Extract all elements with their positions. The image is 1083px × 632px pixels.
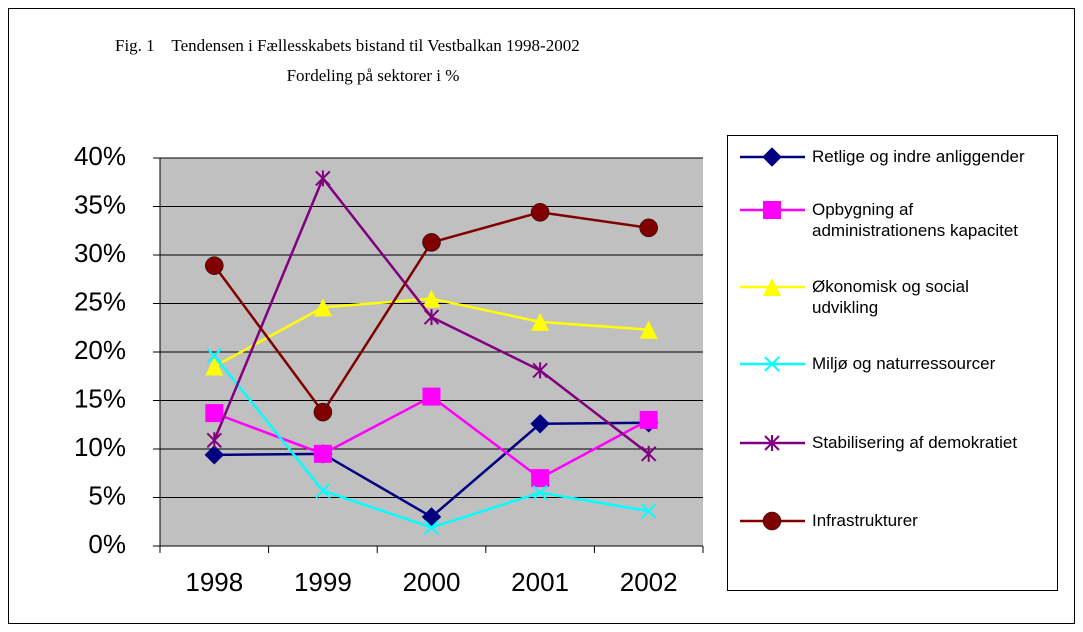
y-tick-label: 15% xyxy=(74,383,126,413)
legend-marker xyxy=(762,511,782,531)
y-tick-label: 20% xyxy=(74,335,126,365)
y-tick-label: 30% xyxy=(74,238,126,268)
x-tick-label: 1999 xyxy=(294,567,352,597)
x-tick-label: 2001 xyxy=(511,567,569,597)
data-point xyxy=(422,387,441,406)
data-point xyxy=(640,503,657,519)
data-point xyxy=(639,218,658,238)
data-point xyxy=(206,432,223,449)
chart-subtitle: Fordeling på sektorer i % xyxy=(287,66,460,85)
x-tick-label: 2002 xyxy=(620,567,678,597)
x-tick-label: 2000 xyxy=(403,567,461,597)
legend-label: Retlige og indre anliggender xyxy=(812,147,1025,166)
data-point xyxy=(531,312,550,331)
x-tick-label: 1998 xyxy=(185,567,243,597)
data-point xyxy=(315,170,331,187)
data-point xyxy=(205,256,224,275)
data-point xyxy=(205,357,224,376)
legend-box xyxy=(727,135,1058,591)
y-tick-label: 10% xyxy=(74,432,126,462)
legend-label: Infrastrukturer xyxy=(812,511,918,530)
data-point xyxy=(204,445,225,465)
legend-marker xyxy=(762,147,782,167)
data-point xyxy=(422,289,441,308)
y-tick-label: 5% xyxy=(88,480,126,510)
data-point xyxy=(313,402,333,422)
y-tick-label: 0% xyxy=(88,529,126,559)
data-point xyxy=(313,444,332,463)
data-point xyxy=(315,483,331,499)
data-point xyxy=(205,404,224,423)
data-point xyxy=(532,362,548,379)
y-tick-label: 25% xyxy=(74,286,126,316)
data-point xyxy=(206,348,223,364)
chart-title: Fig. 1 Tendensen i Fællesskabets bistand… xyxy=(115,36,580,55)
legend-marker xyxy=(764,356,780,372)
y-tick-label: 40% xyxy=(74,141,126,171)
data-point xyxy=(422,233,441,252)
data-point xyxy=(639,320,658,339)
legend-marker xyxy=(763,201,781,219)
y-tick-label: 35% xyxy=(74,189,126,219)
data-point xyxy=(532,484,548,501)
legend-label: Stabilisering af demokratiet xyxy=(812,433,1018,452)
data-point xyxy=(530,203,550,222)
data-point xyxy=(421,507,442,527)
data-point xyxy=(423,309,440,326)
legend-label: Miljø og naturressourcer xyxy=(812,354,996,373)
data-point xyxy=(313,298,332,317)
legend-marker xyxy=(763,278,781,296)
data-point xyxy=(640,445,657,462)
data-point xyxy=(639,410,658,429)
legend-label: Økonomisk og social udvikling xyxy=(812,277,969,317)
legend-marker xyxy=(764,435,780,451)
data-point xyxy=(531,469,550,488)
data-point xyxy=(530,414,550,434)
legend-label: Opbygning af administrationens kapacitet xyxy=(812,200,1019,240)
data-point xyxy=(423,519,440,536)
